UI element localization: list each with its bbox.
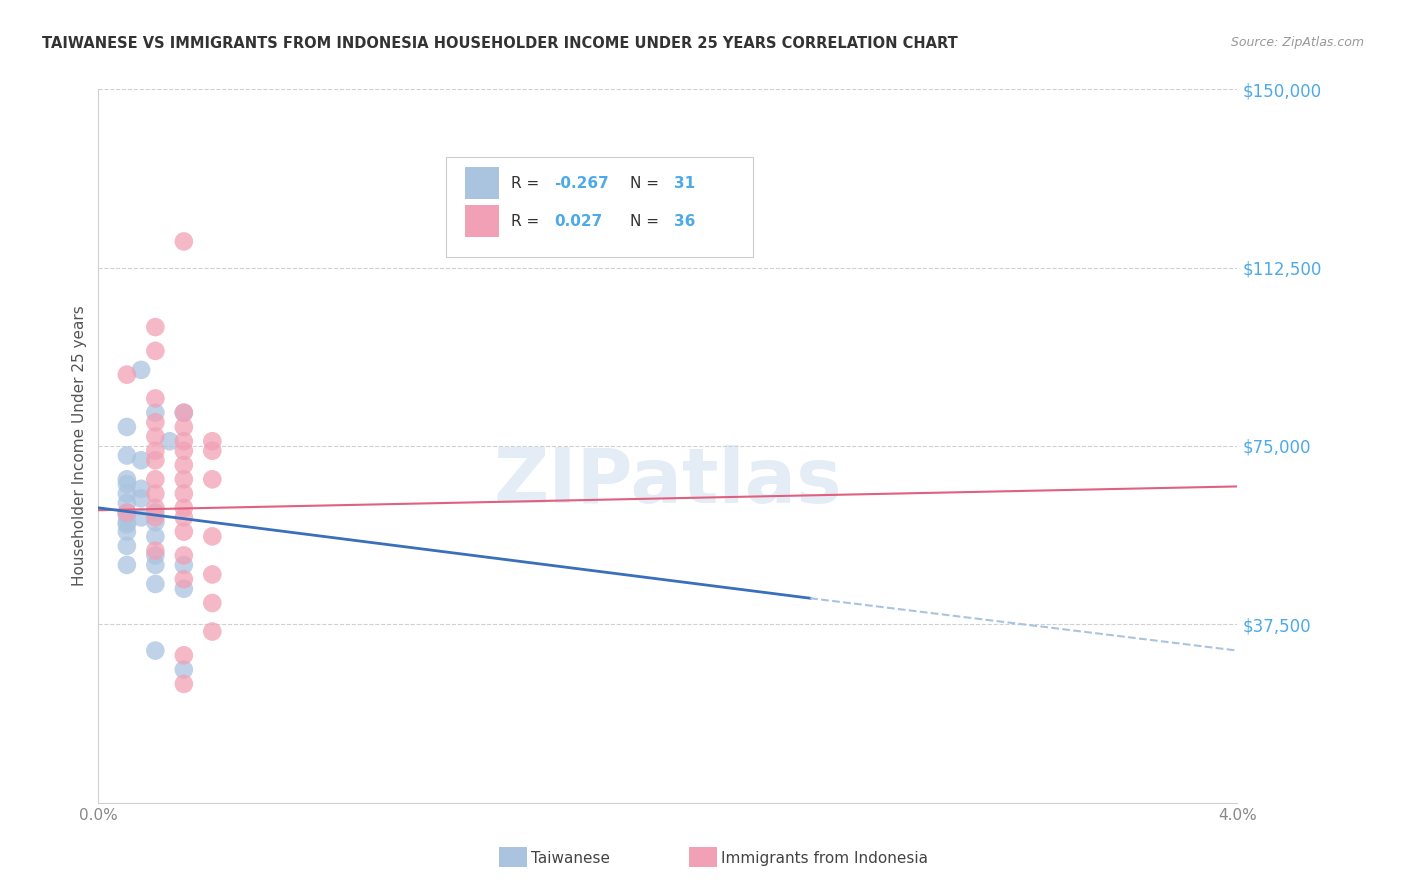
Point [201, 472, 224, 486]
Point [145, 577, 167, 591]
Point [115, 486, 138, 500]
Point [145, 453, 167, 467]
Text: TAIWANESE VS IMMIGRANTS FROM INDONESIA HOUSEHOLDER INCOME UNDER 25 YEARS CORRELA: TAIWANESE VS IMMIGRANTS FROM INDONESIA H… [42, 36, 957, 51]
Point [115, 449, 138, 463]
Text: 31: 31 [673, 176, 695, 191]
Point [115, 368, 138, 382]
Point [145, 506, 167, 520]
Point [201, 434, 224, 449]
Point [129, 453, 152, 467]
Point [173, 582, 195, 596]
Point [173, 558, 195, 572]
Point [145, 406, 167, 420]
Point [115, 524, 138, 539]
Point [115, 506, 138, 520]
Point [145, 443, 167, 458]
Point [129, 510, 152, 524]
Point [173, 572, 195, 586]
Point [145, 486, 167, 500]
Point [201, 529, 224, 543]
Point [129, 482, 152, 496]
Y-axis label: Householder Income Under 25 years: Householder Income Under 25 years [72, 306, 87, 586]
Point [173, 524, 195, 539]
Text: Immigrants from Indonesia: Immigrants from Indonesia [721, 851, 928, 865]
Point [173, 406, 195, 420]
Point [115, 508, 138, 522]
Text: -0.267: -0.267 [554, 176, 609, 191]
Point [145, 643, 167, 657]
Point [145, 558, 167, 572]
Point [145, 500, 167, 515]
Text: 36: 36 [673, 214, 695, 228]
Point [115, 496, 138, 510]
Point [145, 415, 167, 429]
Point [173, 458, 195, 472]
Point [129, 363, 152, 377]
Point [145, 429, 167, 443]
Point [173, 549, 195, 563]
Point [115, 472, 138, 486]
Point [145, 515, 167, 529]
Point [145, 343, 167, 358]
Point [201, 567, 224, 582]
FancyBboxPatch shape [446, 157, 754, 257]
Point [173, 648, 195, 663]
Point [159, 434, 181, 449]
Text: N =: N = [630, 176, 664, 191]
FancyBboxPatch shape [465, 168, 499, 200]
FancyBboxPatch shape [465, 205, 499, 237]
Point [115, 477, 138, 491]
Point [173, 235, 195, 249]
Text: ZIPatlas: ZIPatlas [494, 445, 842, 518]
Point [115, 506, 138, 520]
Point [173, 486, 195, 500]
Text: R =: R = [510, 176, 544, 191]
Point [173, 663, 195, 677]
Point [145, 529, 167, 543]
Point [201, 443, 224, 458]
Point [145, 392, 167, 406]
Point [145, 472, 167, 486]
Point [173, 677, 195, 691]
Point [115, 558, 138, 572]
Text: R =: R = [510, 214, 544, 228]
Point [173, 510, 195, 524]
Point [145, 543, 167, 558]
Point [173, 472, 195, 486]
Point [201, 596, 224, 610]
Point [145, 510, 167, 524]
Point [115, 539, 138, 553]
Point [129, 491, 152, 506]
Point [173, 500, 195, 515]
Point [115, 420, 138, 434]
Point [173, 434, 195, 449]
Point [115, 515, 138, 529]
Point [173, 420, 195, 434]
Text: 0.027: 0.027 [554, 214, 602, 228]
Text: Source: ZipAtlas.com: Source: ZipAtlas.com [1230, 36, 1364, 49]
Text: Taiwanese: Taiwanese [531, 851, 610, 865]
Point [173, 443, 195, 458]
Text: N =: N = [630, 214, 664, 228]
Point [201, 624, 224, 639]
Point [115, 517, 138, 532]
Point [145, 320, 167, 334]
Point [145, 549, 167, 563]
Point [173, 406, 195, 420]
